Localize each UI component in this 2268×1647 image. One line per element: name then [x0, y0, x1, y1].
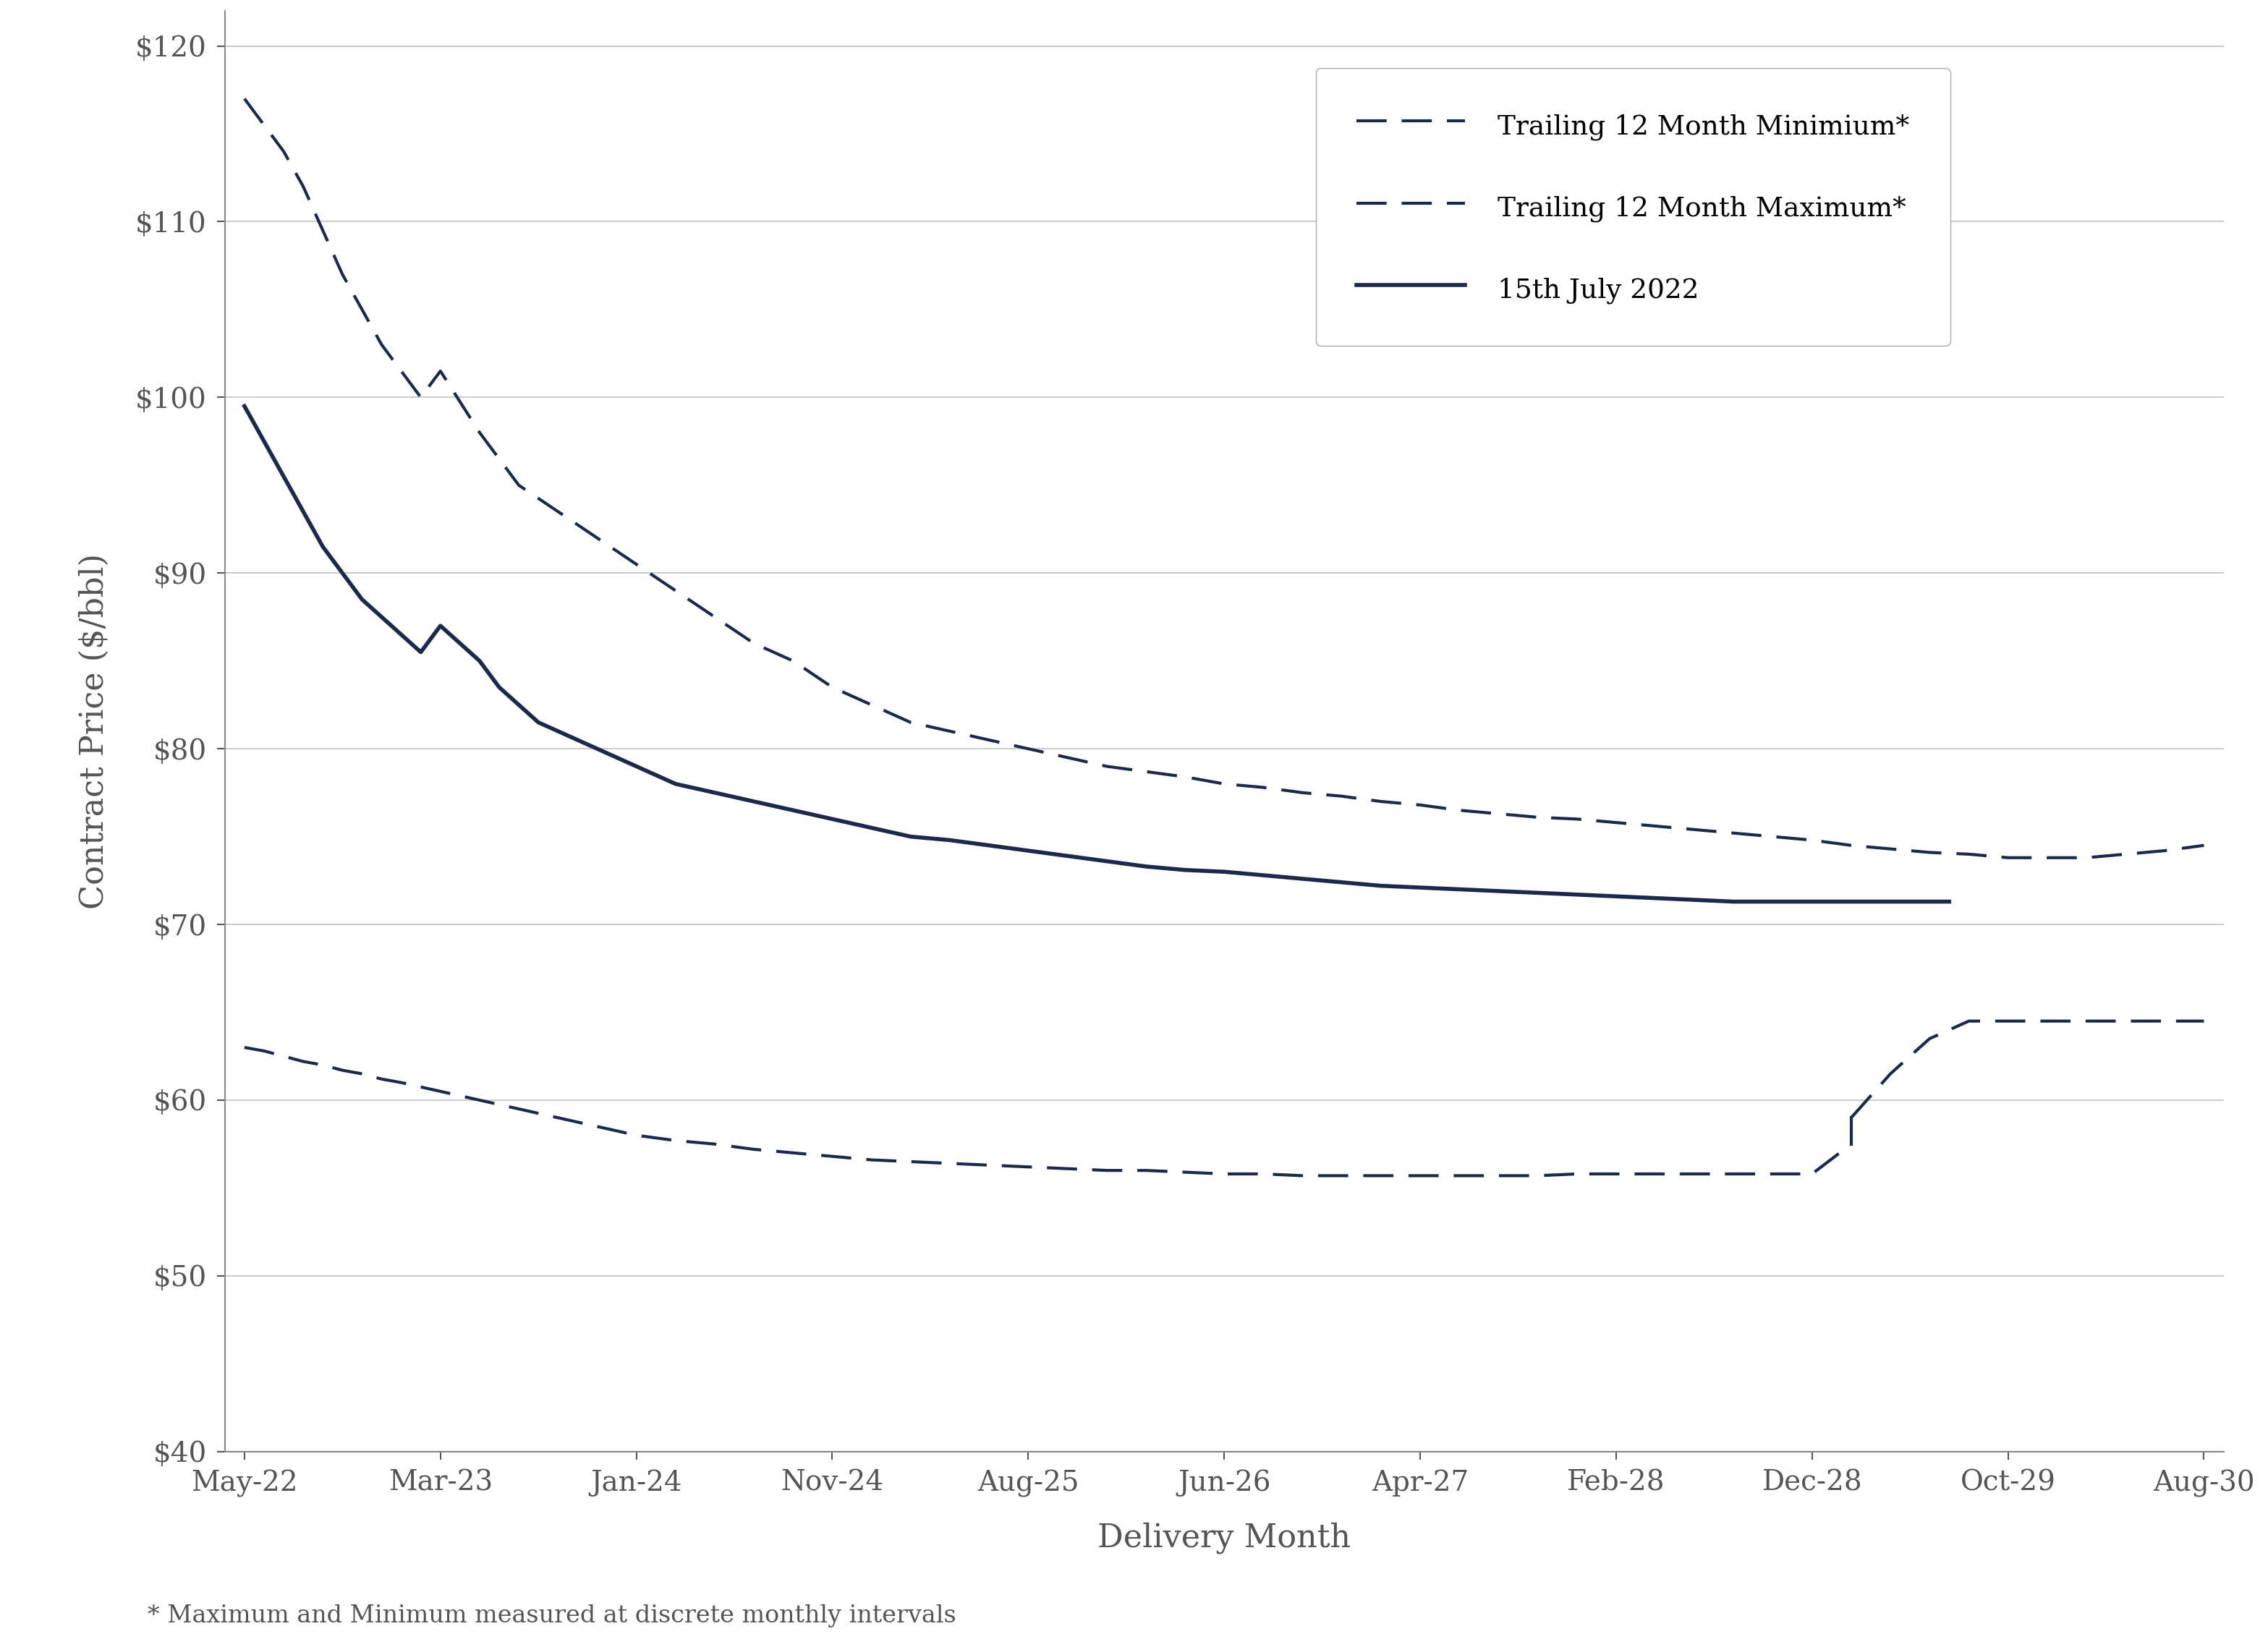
Trailing 12 Month Minimium*: [701, 1135, 728, 1155]
Trailing 12 Month Minimium*: [367, 1069, 395, 1089]
Trailing 12 Month Minimium*: [388, 1072, 415, 1092]
Trailing 12 Month Minimium*: [662, 1131, 689, 1151]
15th July 2022: [1916, 891, 1944, 911]
Trailing 12 Month Minimium*: [1406, 1166, 1433, 1186]
Trailing 12 Month Minimium*: [1329, 1166, 1356, 1186]
Text: * Maximum and Minimum measured at discrete monthly intervals: * Maximum and Minimum measured at discre…: [147, 1604, 957, 1627]
Trailing 12 Month Minimium*: [819, 1146, 846, 1166]
15th July 2022: [485, 677, 513, 697]
Trailing 12 Month Minimium*: [1250, 1164, 1277, 1184]
15th July 2022: [1719, 891, 1746, 911]
Trailing 12 Month Minimium*: [1211, 1164, 1238, 1184]
Trailing 12 Month Minimium*: [739, 1140, 767, 1159]
Trailing 12 Month Minimium*: [975, 1155, 1002, 1174]
Trailing 12 Month Minimium*: [544, 1108, 572, 1128]
Trailing 12 Month Minimium*: [937, 1153, 964, 1173]
15th July 2022: [231, 397, 259, 417]
15th July 2022: [349, 590, 376, 609]
Trailing 12 Month Minimium*: [857, 1150, 885, 1169]
Trailing 12 Month Minimium*: [1014, 1158, 1041, 1178]
Trailing 12 Month Maximum*: [1681, 820, 1708, 840]
Trailing 12 Month Minimium*: [1563, 1164, 1590, 1184]
Trailing 12 Month Minimium*: [231, 1038, 259, 1057]
Trailing 12 Month Minimium*: [308, 1056, 336, 1075]
Trailing 12 Month Maximum*: [2191, 835, 2218, 855]
Trailing 12 Month Minimium*: [426, 1082, 454, 1102]
15th July 2022: [1760, 891, 1787, 911]
Line: Trailing 12 Month Maximum*: Trailing 12 Month Maximum*: [245, 99, 2204, 858]
Trailing 12 Month Minimium*: [1837, 1135, 1864, 1155]
Trailing 12 Month Maximum*: [1250, 777, 1277, 797]
Trailing 12 Month Maximum*: [249, 115, 277, 135]
Trailing 12 Month Minimium*: [780, 1143, 807, 1163]
Trailing 12 Month Minimium*: [270, 1046, 297, 1066]
Trailing 12 Month Maximum*: [1994, 848, 2021, 868]
Trailing 12 Month Minimium*: [349, 1064, 376, 1084]
15th July 2022: [426, 616, 454, 636]
Line: Trailing 12 Month Minimium*: Trailing 12 Month Minimium*: [245, 1047, 1851, 1176]
Trailing 12 Month Minimium*: [1132, 1161, 1159, 1181]
15th July 2022: [1935, 891, 1962, 911]
Trailing 12 Month Minimium*: [249, 1041, 277, 1061]
Trailing 12 Month Minimium*: [1799, 1164, 1826, 1184]
Trailing 12 Month Maximum*: [819, 677, 846, 697]
Trailing 12 Month Minimium*: [1170, 1163, 1198, 1183]
Trailing 12 Month Minimium*: [1760, 1164, 1787, 1184]
Trailing 12 Month Minimium*: [1719, 1164, 1746, 1184]
Trailing 12 Month Minimium*: [1681, 1164, 1708, 1184]
Trailing 12 Month Minimium*: [624, 1125, 651, 1145]
Trailing 12 Month Minimium*: [1603, 1164, 1631, 1184]
Trailing 12 Month Maximum*: [1445, 800, 1472, 820]
Trailing 12 Month Minimium*: [1642, 1164, 1669, 1184]
Trailing 12 Month Minimium*: [1524, 1166, 1551, 1186]
Trailing 12 Month Minimium*: [329, 1061, 356, 1080]
15th July 2022: [624, 756, 651, 776]
Trailing 12 Month Minimium*: [1093, 1161, 1120, 1181]
Trailing 12 Month Minimium*: [1288, 1166, 1315, 1186]
Line: 15th July 2022: 15th July 2022: [245, 407, 1948, 901]
Trailing 12 Month Minimium*: [465, 1090, 492, 1110]
Trailing 12 Month Maximum*: [231, 89, 259, 109]
Trailing 12 Month Minimium*: [898, 1151, 925, 1171]
Trailing 12 Month Minimium*: [583, 1117, 610, 1136]
Legend: Trailing 12 Month Minimium*, Trailing 12 Month Maximum*, 15th July 2022: Trailing 12 Month Minimium*, Trailing 12…: [1315, 68, 1950, 346]
Trailing 12 Month Minimium*: [506, 1099, 533, 1118]
X-axis label: Delivery Month: Delivery Month: [1098, 1522, 1352, 1553]
Trailing 12 Month Minimium*: [1368, 1166, 1395, 1186]
Y-axis label: Contract Price ($/bbl): Contract Price ($/bbl): [79, 553, 111, 909]
Trailing 12 Month Minimium*: [1486, 1166, 1513, 1186]
Trailing 12 Month Maximum*: [1368, 792, 1395, 812]
Trailing 12 Month Minimium*: [1445, 1166, 1472, 1186]
Trailing 12 Month Minimium*: [290, 1051, 318, 1071]
Trailing 12 Month Minimium*: [1055, 1159, 1082, 1179]
